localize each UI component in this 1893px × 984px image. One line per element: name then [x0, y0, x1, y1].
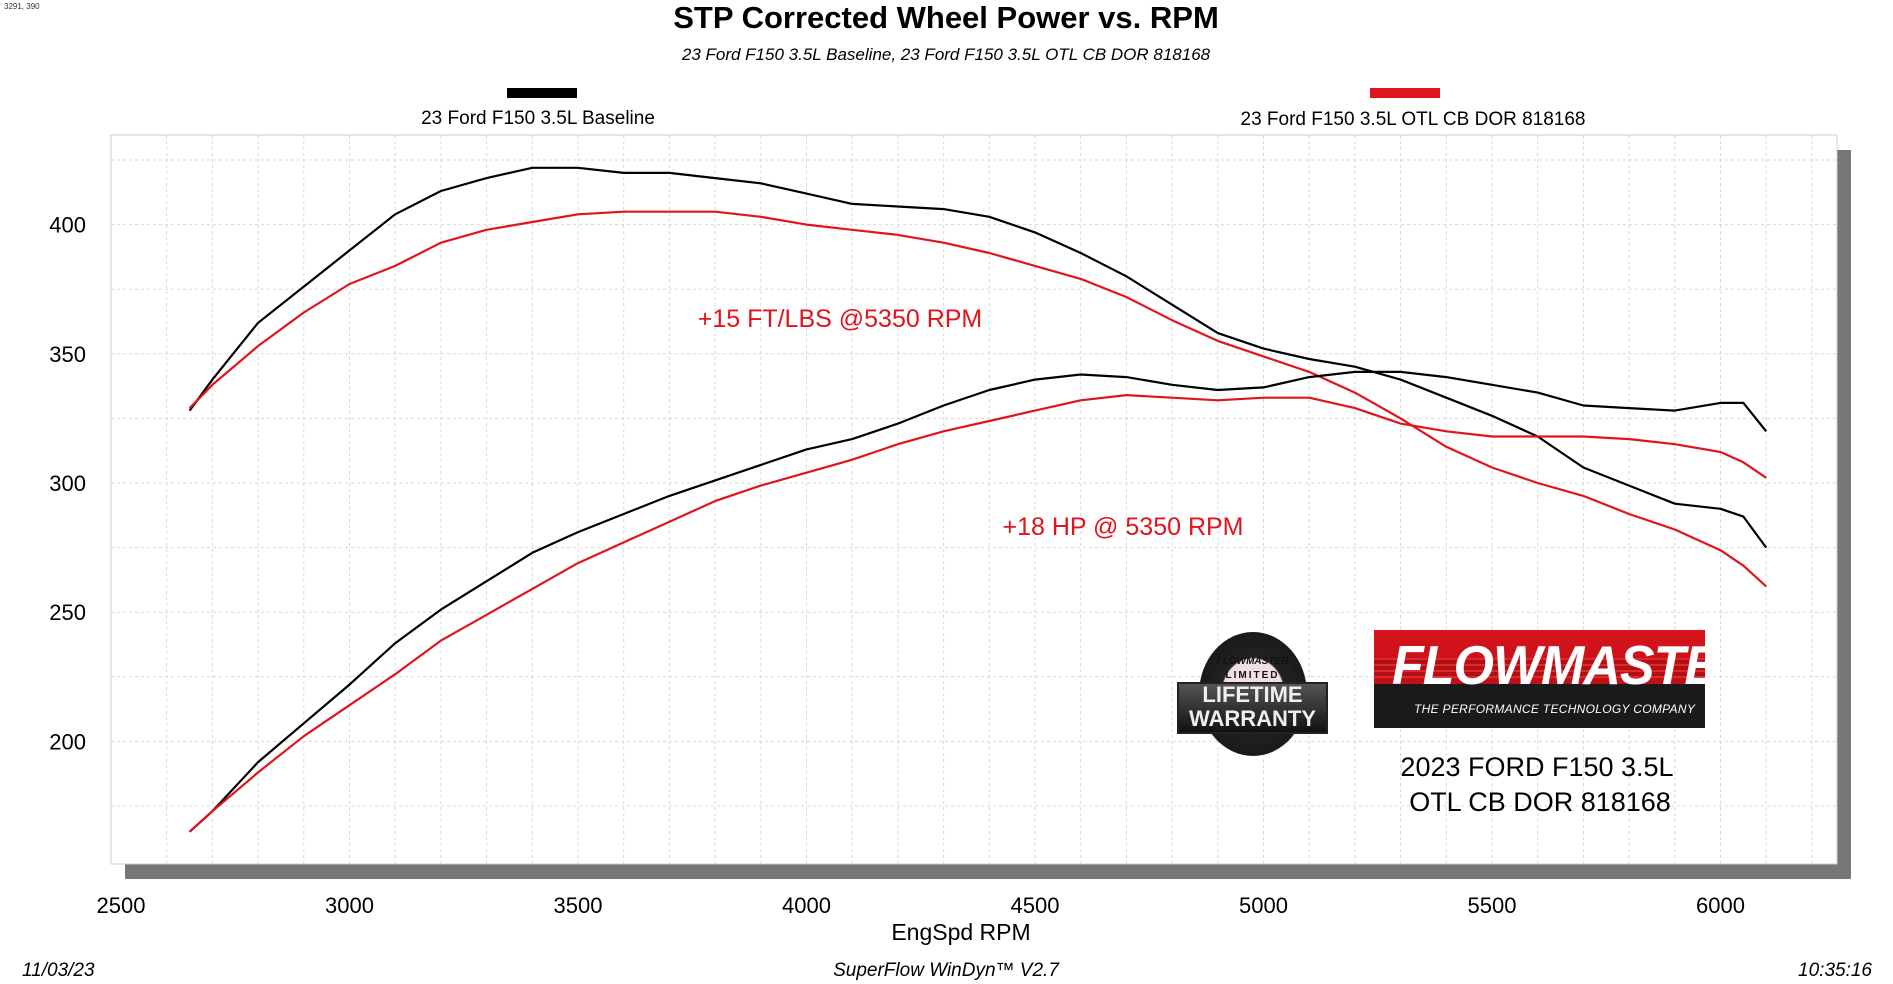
baseline-hp-line [188, 370, 1768, 833]
chart-subtitle: 23 Ford F150 3.5L Baseline, 23 Ford F150… [681, 45, 1211, 64]
footer-software: SuperFlow WinDyn™ V2.7 [833, 960, 1060, 981]
series-lines [188, 166, 1768, 833]
flowmaster-logo: FLOWMASTER THE PERFORMANCE TECHNOLOGY CO… [1374, 630, 1705, 728]
x-tick-label: 4500 [1011, 893, 1060, 918]
modified-hp-line [188, 394, 1767, 833]
warranty-line1: LIFETIME [1202, 682, 1303, 707]
chart-title: STP Corrected Wheel Power vs. RPM [673, 0, 1219, 35]
legend-swatch-baseline [507, 88, 577, 98]
x-tick-label: 5500 [1468, 893, 1517, 918]
footer-date: 11/03/23 [22, 960, 95, 981]
torque-gain-annotation: +15 FT/LBS @5350 RPM [698, 305, 983, 333]
flowmaster-wordmark: FLOWMASTER [1392, 635, 1705, 697]
x-tick-label: 5000 [1239, 893, 1288, 918]
x-axis-label: EngSpd RPM [891, 919, 1030, 945]
x-tick-label: 2500 [97, 893, 146, 918]
x-tick-label: 3500 [554, 893, 603, 918]
vehicle-label-line2: OTL CB DOR 818168 [1409, 787, 1671, 817]
y-tick-label: 350 [49, 342, 86, 367]
legend-label-baseline: 23 Ford F150 3.5L Baseline [421, 108, 655, 129]
warranty-line2: WARRANTY [1188, 706, 1317, 731]
warranty-limited: LIMITED [1225, 670, 1280, 681]
flowmaster-tagline: THE PERFORMANCE TECHNOLOGY COMPANY [1414, 702, 1696, 716]
legend-label-modified: 23 Ford F150 3.5L OTL CB DOR 818168 [1241, 109, 1586, 130]
modified-torque-line [188, 210, 1767, 588]
corner-readout: 3291, 390 [4, 2, 40, 11]
x-tick-label: 6000 [1696, 893, 1745, 918]
y-tick-label: 400 [49, 213, 86, 238]
y-tick-label: 200 [49, 729, 86, 754]
lifetime-warranty-logo: FLOWMASTER LIMITED LIFETIME WARRANTY [1177, 630, 1328, 758]
x-tick-label: 3000 [325, 893, 374, 918]
y-tick-label: 300 [49, 471, 86, 496]
hp-gain-annotation: +18 HP @ 5350 RPM [1002, 513, 1243, 541]
axis-ticks: 2500 3000 3500 4000 4500 5000 5500 6000 200 250 30… [49, 213, 1745, 918]
plot-area [110, 134, 1838, 865]
warranty-brand: FLOWMASTER [1216, 656, 1289, 667]
grid [111, 135, 1837, 864]
vehicle-label-line1: 2023 FORD F150 3.5L [1400, 752, 1673, 782]
footer-time: 10:35:16 [1798, 960, 1872, 981]
y-tick-label: 250 [49, 600, 86, 625]
legend-swatch-modified [1370, 88, 1440, 98]
x-tick-label: 4000 [782, 893, 831, 918]
